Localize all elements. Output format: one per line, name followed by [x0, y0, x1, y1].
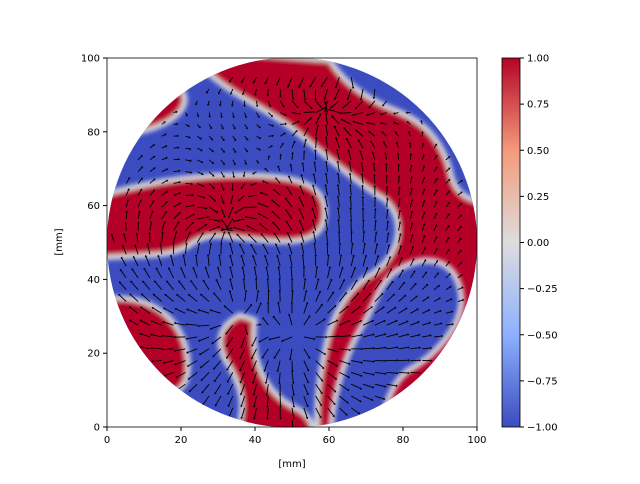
quiver-arrow [174, 112, 176, 113]
quiver-arrow [339, 244, 340, 254]
quiver-arrow [363, 348, 373, 349]
quiver-arrow [351, 209, 352, 219]
quiver-arrow [268, 157, 269, 160]
colorbar-tick-label: 0.00 [527, 238, 549, 249]
colorbar-tick-label: −1.00 [527, 423, 558, 434]
quiver-arrow [280, 156, 281, 160]
x-tick-label: 60 [323, 435, 336, 446]
y-tick-label: 40 [87, 275, 100, 286]
y-tick-label: 0 [94, 423, 100, 434]
colorbar-tick-label: 0.25 [527, 192, 549, 203]
x-tick-label: 20 [175, 435, 188, 446]
colorbar-tick-label: 1.00 [527, 54, 549, 65]
quiver-arrow [126, 212, 127, 218]
colorbar-tick-label: −0.25 [527, 284, 558, 295]
quiver-arrow [268, 280, 269, 290]
x-tick-label: 100 [467, 435, 486, 446]
quiver-arrow [164, 349, 174, 350]
quiver-arrow [387, 199, 388, 207]
quiver-arrow [280, 280, 281, 290]
quiver-arrow [209, 113, 210, 116]
quiver-arrowhead [177, 388, 179, 390]
x-tick-label: 80 [397, 435, 410, 446]
y-tick-label: 80 [87, 127, 100, 138]
colorbar [502, 58, 520, 427]
colorbar-tick-label: −0.75 [527, 376, 558, 387]
y-axis-label: [mm] [54, 228, 65, 255]
quiver-arrow [185, 183, 191, 184]
quiver-arrow [256, 325, 259, 326]
x-tick-label: 40 [249, 435, 262, 446]
colorbar-tick-label: −0.50 [527, 330, 558, 341]
x-axis-label: [mm] [278, 459, 305, 470]
quiver-arrow [256, 101, 257, 105]
quiver-arrow [292, 154, 293, 160]
y-tick-label: 60 [87, 201, 100, 212]
quiver-arrow [399, 372, 408, 373]
quiver-arrow [316, 139, 317, 148]
quiver-arrow [398, 155, 399, 160]
colorbar-tick-label: 0.75 [527, 100, 549, 111]
quiver-arrow [126, 224, 127, 231]
quiver-arrow [399, 177, 400, 183]
colorbar-tick-label: 0.50 [527, 146, 549, 157]
quiver-arrowhead [228, 417, 230, 419]
quiver-arrowhead [292, 429, 295, 431]
field-map [100, 50, 500, 440]
quiver-arrow [386, 165, 387, 172]
quiver-arrow [410, 372, 419, 373]
y-tick-label: 20 [87, 349, 100, 360]
quiver-arrow [221, 113, 222, 117]
x-tick-label: 0 [104, 435, 110, 446]
quiver-arrow [341, 113, 351, 114]
quiver-arrow [153, 361, 161, 362]
y-tick-label: 100 [81, 54, 100, 65]
